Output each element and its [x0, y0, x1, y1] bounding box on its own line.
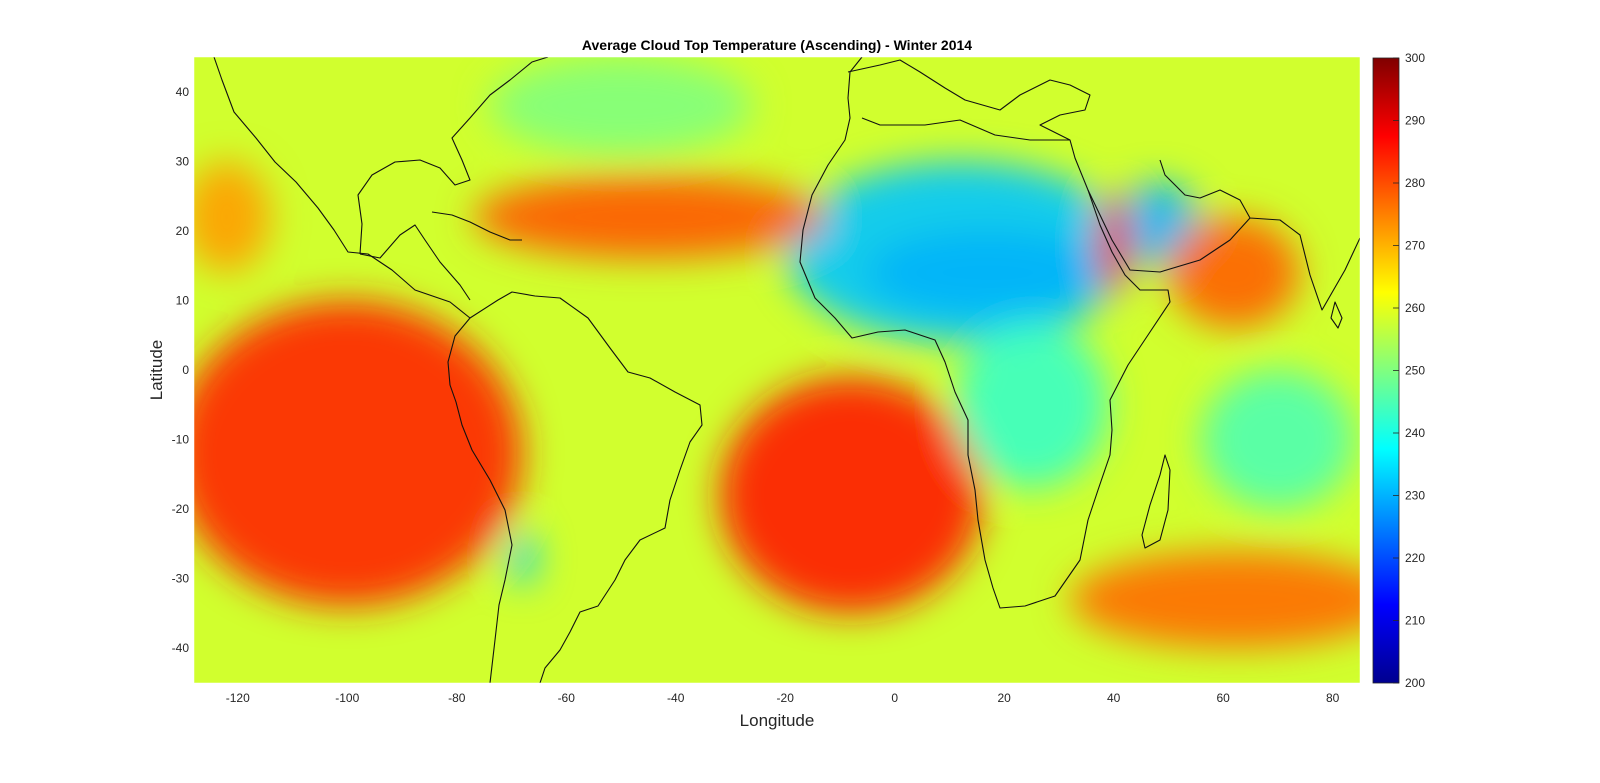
heat-region	[508, 529, 537, 586]
coastline-cuba	[431, 211, 522, 241]
x-tick-label: -20	[777, 691, 795, 705]
colorbar-ticks: 300 290 280 270 260 250 240 230 220 210 200	[1393, 51, 1425, 690]
y-tick-label: 10	[176, 293, 190, 307]
heat-region	[1097, 196, 1131, 294]
x-tick-label: -100	[335, 691, 359, 705]
y-axis-ticks: 40 30 20 10 0 -10 -20 -30 -40	[172, 85, 190, 655]
coastline-arabia-india	[1087, 159, 1360, 311]
heat-region	[1201, 370, 1355, 510]
colorbar-tick-label: 220	[1405, 551, 1425, 565]
coastline-madagascar	[1141, 454, 1171, 549]
colorbar-tick-label: 290	[1405, 114, 1425, 128]
heat-region	[473, 175, 824, 259]
heat-region	[1069, 550, 1360, 649]
coastline-south-america-east	[469, 291, 703, 683]
coastline-mexico-gulf	[357, 57, 549, 255]
colorbar-tick-label: 260	[1405, 301, 1425, 315]
y-tick-label: -10	[172, 433, 190, 447]
heat-region	[719, 376, 983, 614]
x-tick-label: -80	[448, 691, 466, 705]
x-axis-label: Longitude	[740, 711, 815, 730]
x-tick-label: -60	[558, 691, 576, 705]
colorbar-tick-label: 280	[1405, 176, 1425, 190]
y-tick-label: -40	[172, 641, 190, 655]
x-tick-label: 80	[1326, 691, 1340, 705]
coastlines	[213, 57, 1360, 683]
colorbar-tick-label: 270	[1405, 239, 1425, 253]
colorbar-tick-label: 250	[1405, 364, 1425, 378]
x-tick-label: 0	[891, 691, 898, 705]
x-tick-label: -120	[226, 691, 250, 705]
y-tick-label: 30	[176, 154, 190, 168]
chart-title: Average Cloud Top Temperature (Ascending…	[582, 37, 972, 53]
heat-region	[194, 300, 523, 607]
y-tick-label: 40	[176, 85, 190, 99]
coastline-europe	[847, 59, 1091, 141]
y-axis-label: Latitude	[147, 340, 166, 401]
x-tick-label: 40	[1107, 691, 1121, 705]
colorbar-tick-label: 240	[1405, 426, 1425, 440]
coastline-sri-lanka	[1330, 301, 1343, 329]
plot-frame	[193, 56, 1361, 684]
x-tick-label: 20	[997, 691, 1011, 705]
y-tick-label: 0	[182, 363, 189, 377]
heat-region	[194, 161, 271, 273]
heat-region	[954, 321, 1109, 489]
colorbar-tick-label: 200	[1405, 676, 1425, 690]
heatmap-layer	[194, 57, 1360, 649]
coastline-central-america	[359, 224, 471, 301]
x-tick-label: 60	[1216, 691, 1230, 705]
heat-region	[785, 161, 1136, 343]
x-axis-ticks: -120 -100 -80 -60 -40 -20 0 20 40 60 80	[226, 691, 1340, 705]
x-tick-label: -40	[667, 691, 685, 705]
heat-region	[1168, 216, 1300, 329]
colorbar-tick-label: 210	[1405, 614, 1425, 628]
y-tick-label: 20	[176, 224, 190, 238]
y-tick-label: -20	[172, 502, 190, 516]
colorbar-tick-label: 230	[1405, 489, 1425, 503]
y-tick-label: -30	[172, 572, 190, 586]
heat-region	[489, 57, 753, 155]
colorbar-tick-label: 300	[1405, 51, 1425, 65]
